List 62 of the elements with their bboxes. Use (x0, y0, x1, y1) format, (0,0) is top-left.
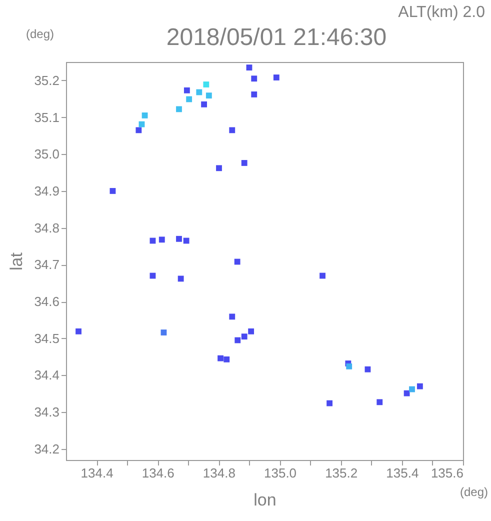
point (251, 76, 258, 82)
y-axis-title: lat (7, 252, 26, 270)
point (142, 112, 148, 118)
point (136, 127, 142, 134)
y-tick-label: 34.3 (34, 404, 60, 420)
y-tick-label: 34.7 (34, 257, 60, 272)
x-tick-label: 135.0 (264, 466, 297, 480)
x-tick-label: 134.4 (80, 466, 114, 480)
x-axis-title: lon (254, 490, 276, 510)
point (320, 272, 326, 279)
y-tick-label: 34.6 (34, 294, 60, 310)
point (364, 366, 371, 372)
point (224, 356, 230, 362)
point (203, 82, 210, 88)
point (216, 165, 222, 172)
point (246, 64, 252, 70)
point (158, 236, 165, 243)
point (186, 96, 192, 102)
point (110, 188, 116, 194)
text: (deg) (26, 27, 54, 41)
point (196, 89, 202, 96)
point (326, 400, 333, 406)
point (206, 92, 212, 98)
point (201, 101, 207, 108)
x-tick-label: 135.6 (430, 466, 464, 480)
point (241, 160, 248, 166)
point (234, 337, 241, 344)
x-tick-label: 134.8 (202, 466, 236, 480)
point (178, 276, 184, 282)
point (404, 390, 410, 396)
point (241, 334, 248, 340)
point (229, 127, 236, 134)
point (273, 74, 280, 80)
point (409, 386, 415, 392)
point (183, 238, 190, 244)
y-tick-label: 34.9 (34, 183, 60, 198)
x-tick-label: 135.4 (386, 466, 419, 480)
point (76, 328, 82, 334)
text: ALT(km) 2.0 (398, 4, 486, 21)
point (234, 258, 240, 265)
point (376, 399, 383, 406)
point (184, 87, 190, 94)
point (346, 363, 352, 370)
point (229, 314, 236, 320)
y-tick-label: 35.0 (34, 146, 60, 162)
point (176, 236, 182, 242)
point (160, 330, 167, 336)
y-tick-label: 34.8 (34, 220, 60, 236)
point (248, 328, 254, 334)
chart-title: 2018/05/01 21:46:30 (166, 24, 387, 51)
y-tick-label: 34.5 (34, 330, 60, 346)
point (416, 383, 423, 390)
x-tick-label: 134.6 (142, 466, 174, 480)
point (218, 355, 224, 362)
point (251, 91, 258, 98)
point (176, 106, 182, 112)
text: (deg) (460, 485, 488, 499)
y-tick-label: 34.2 (34, 441, 60, 456)
x-tick-label: 135.2 (325, 466, 358, 480)
y-tick-label: 35.2 (34, 72, 60, 88)
y-tick-label: 34.4 (34, 368, 60, 383)
y-tick-label: 35.1 (34, 110, 60, 125)
